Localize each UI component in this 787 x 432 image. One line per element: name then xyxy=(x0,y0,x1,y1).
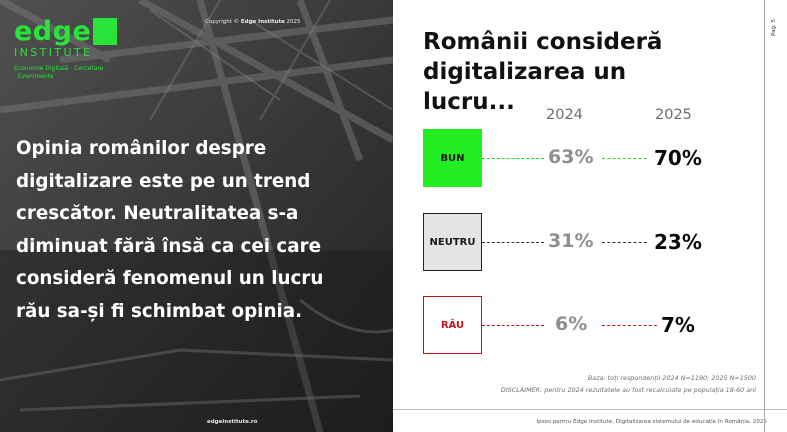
value-2024-neutru: 31% xyxy=(548,230,594,252)
dash-line-bun-1 xyxy=(482,158,544,159)
value-2025-neutru: 23% xyxy=(654,230,702,254)
logo-institute-text: INSTITUTE xyxy=(14,46,93,59)
edge-institute-logo: edge INSTITUTE Economie Digitală · Cerce… xyxy=(14,16,118,81)
row-label-box-neutru: NEUTRU xyxy=(423,213,482,271)
row-label-neutru: NEUTRU xyxy=(429,236,476,248)
left-photo-panel: edge INSTITUTE Economie Digitală · Cerce… xyxy=(0,0,393,432)
copyright-year: 2025 xyxy=(284,19,301,25)
value-2025-bun: 70% xyxy=(654,146,702,170)
logo-tagline: Economie Digitală · Cercetare · Evenimen… xyxy=(14,65,104,80)
base-note: Baza: toți respondenții 2024 N=1190; 202… xyxy=(587,374,756,382)
year-label-2024: 2024 xyxy=(546,107,583,123)
disclaimer-note: DISCLAIMER: pentru 2024 rezultatele au f… xyxy=(500,386,756,394)
footer-source: Ipsos pentru Edge Institute, Digitalizar… xyxy=(536,419,767,425)
right-content-panel: Românii consideră digitalizarea un lucru… xyxy=(393,0,787,432)
copyright-prefix: Copyright © xyxy=(205,19,241,25)
footer-divider xyxy=(393,409,787,410)
row-label-box-rau: RĂU xyxy=(423,296,482,354)
dash-line-bun-2 xyxy=(602,158,647,159)
copyright-brand: Edge Institute xyxy=(240,19,285,25)
logo-wordmark: edge xyxy=(14,16,118,47)
row-label-box-bun: BUN xyxy=(423,129,482,187)
logo-green-square xyxy=(93,18,118,45)
value-2025-rau: 7% xyxy=(661,313,695,337)
dash-line-rau-2 xyxy=(602,325,657,326)
margin-divider xyxy=(764,0,765,432)
row-label-bun: BUN xyxy=(440,152,465,164)
dash-line-rau-1 xyxy=(482,325,544,326)
headline-text: Opinia românilor despre digitalizare est… xyxy=(16,138,324,322)
dash-line-neutru-2 xyxy=(602,242,647,243)
page-title: Românii consideră digitalizarea un lucru… xyxy=(423,29,663,115)
scaffolding-photo xyxy=(0,0,393,432)
dash-line-neutru-1 xyxy=(482,242,544,243)
page-number: Pag. 5 xyxy=(771,19,777,36)
site-url[interactable]: edgeinstitute.ro xyxy=(207,419,258,425)
year-label-2025: 2025 xyxy=(655,107,692,123)
copyright-notice: Copyright © Edge Institute 2025 xyxy=(205,19,301,25)
value-2024-rau: 6% xyxy=(555,313,588,335)
row-label-rau: RĂU xyxy=(440,319,465,331)
logo-edge-text: edge xyxy=(14,16,92,47)
value-2024-bun: 63% xyxy=(548,146,594,168)
